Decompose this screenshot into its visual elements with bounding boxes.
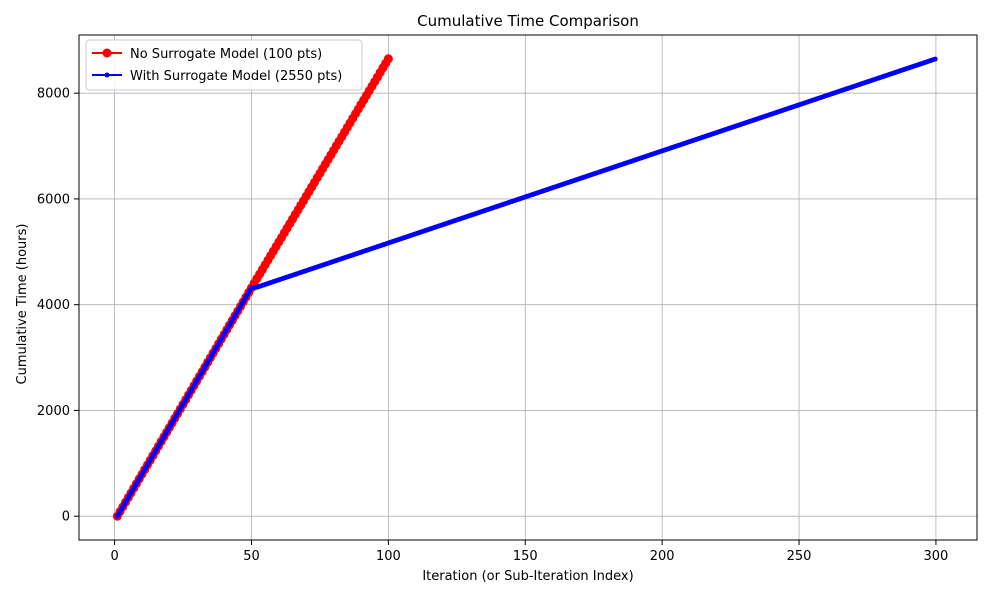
chart-title: Cumulative Time Comparison <box>417 12 639 30</box>
legend-label-no-surrogate: No Surrogate Model (100 pts) <box>130 47 322 62</box>
series-1-point <box>932 56 938 62</box>
series-layer <box>112 54 938 521</box>
y-tick-label-0: 0 <box>62 510 70 525</box>
x-tick-label-0: 0 <box>110 549 118 564</box>
x-axis-label: Iteration (or Sub-Iteration Index) <box>422 569 633 584</box>
series-0-point <box>383 54 393 64</box>
y-tick-label-2000: 2000 <box>37 404 70 419</box>
series-1 <box>114 56 938 519</box>
x-tick-label-300: 300 <box>924 549 949 564</box>
x-tick-label-250: 250 <box>787 549 812 564</box>
y-tick-label-4000: 4000 <box>37 298 70 313</box>
y-tick-label-6000: 6000 <box>37 192 70 207</box>
legend-box <box>85 39 363 91</box>
axis-ticks: 0 50 100 150 200 250 300 0 2000 4000 6000 8000 <box>37 87 948 564</box>
legend-entry-with-surrogate: With Surrogate Model (2550 pts) <box>92 69 342 84</box>
x-tick-label-100: 100 <box>376 549 401 564</box>
legend-marker-no-surrogate <box>102 48 112 58</box>
y-tick-label-8000: 8000 <box>37 87 70 102</box>
series-line-1 <box>116 57 937 517</box>
legend: No Surrogate Model (100 pts) With Surrog… <box>85 39 363 91</box>
x-tick-label-50: 50 <box>243 549 260 564</box>
legend-marker-with-surrogate <box>104 72 110 78</box>
y-axis-label: Cumulative Time (hours) <box>15 224 30 385</box>
grid-lines <box>79 35 977 540</box>
legend-entry-no-surrogate: No Surrogate Model (100 pts) <box>92 47 322 62</box>
x-tick-label-200: 200 <box>650 549 675 564</box>
x-tick-label-150: 150 <box>513 549 538 564</box>
legend-label-with-surrogate: With Surrogate Model (2550 pts) <box>130 69 342 84</box>
plot-frame <box>78 34 978 541</box>
